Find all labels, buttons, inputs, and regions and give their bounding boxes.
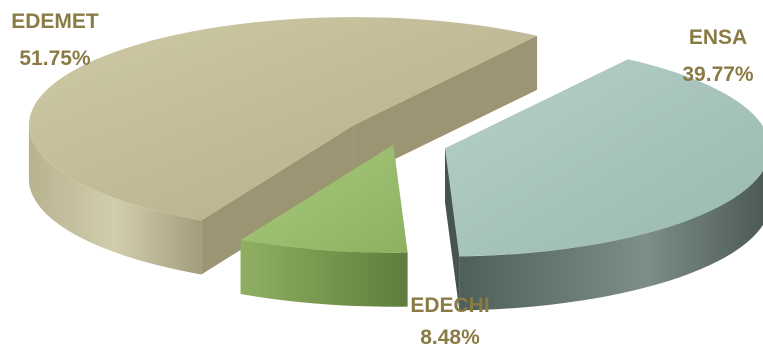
slice-side-edechi-0 bbox=[240, 240, 408, 307]
slice-wall-edemet-1 bbox=[353, 35, 538, 180]
label-ensa: ENSA 39.77% bbox=[682, 26, 754, 86]
slice-wall-edemet-0 bbox=[201, 125, 354, 275]
pie-slice-edemet bbox=[28, 17, 538, 275]
slice-top-edechi bbox=[240, 144, 408, 253]
label-edemet: EDEMET 51.75% bbox=[11, 10, 99, 70]
slice-value-edechi: 8.48% bbox=[420, 326, 480, 349]
slice-top-edemet bbox=[28, 17, 538, 221]
pie-slices bbox=[28, 17, 763, 311]
slice-value-ensa: 39.77% bbox=[682, 63, 754, 86]
slice-value-edemet: 51.75% bbox=[19, 47, 91, 70]
slice-top-ensa bbox=[445, 59, 763, 257]
slice-wall-ensa-1 bbox=[445, 148, 460, 311]
slice-label-ensa: ENSA bbox=[689, 26, 747, 49]
pie-slice-edechi bbox=[240, 144, 408, 307]
slice-side-edemet-0 bbox=[28, 125, 202, 275]
label-edechi: EDECHI 8.48% bbox=[410, 294, 489, 349]
slice-label-edemet: EDEMET bbox=[11, 10, 99, 33]
slice-label-edechi: EDECHI bbox=[410, 294, 489, 317]
slice-side-ensa-0 bbox=[459, 170, 763, 311]
pie-slice-ensa bbox=[445, 59, 763, 311]
